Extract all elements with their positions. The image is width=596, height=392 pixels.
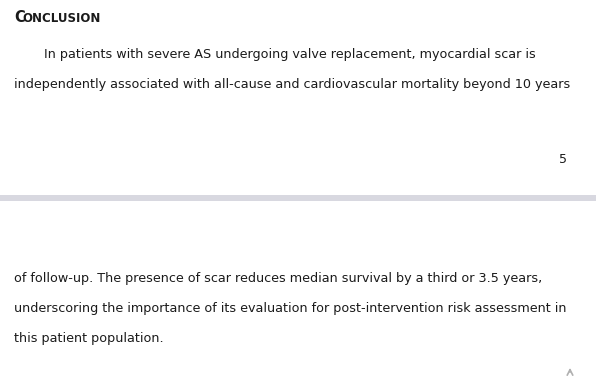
Text: underscoring the importance of its evaluation for post-intervention risk assessm: underscoring the importance of its evalu…	[14, 302, 567, 315]
Text: this patient population.: this patient population.	[14, 332, 164, 345]
Text: In patients with severe AS undergoing valve replacement, myocardial scar is: In patients with severe AS undergoing va…	[44, 48, 536, 61]
Text: C: C	[14, 10, 25, 25]
Text: ONCLUSION: ONCLUSION	[23, 11, 101, 25]
Text: 5: 5	[559, 153, 567, 166]
Bar	[0, 195, 596, 201]
Text: independently associated with all-cause and cardiovascular mortality beyond 10 y: independently associated with all-cause …	[14, 78, 570, 91]
Text: of follow-up. The presence of scar reduces median survival by a third or 3.5 yea: of follow-up. The presence of scar reduc…	[14, 272, 542, 285]
